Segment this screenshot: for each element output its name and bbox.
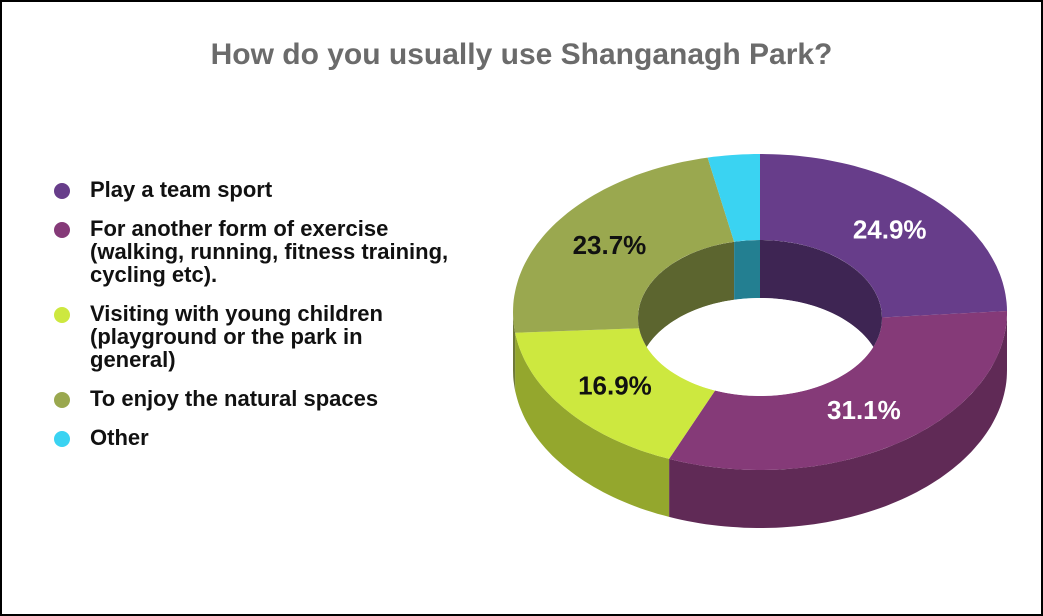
slice-top	[515, 328, 716, 459]
legend-label: Visiting with young children (playground…	[90, 301, 383, 372]
hole-wall	[760, 240, 882, 376]
slice-top	[707, 154, 760, 242]
legend-item: To enjoy the natural spaces	[52, 387, 452, 410]
slice-top	[760, 154, 1007, 318]
legend-item: Visiting with young children (playground…	[52, 302, 452, 371]
data-label: 23.7%	[573, 230, 647, 260]
legend-label: To enjoy the natural spaces	[90, 386, 379, 411]
legend-label: Play a team sport	[90, 177, 273, 202]
legend-item: Play a team sport	[52, 178, 452, 201]
slice-top	[513, 157, 735, 333]
data-label: 24.9%	[853, 214, 927, 244]
legend-swatch	[54, 307, 70, 323]
legend-swatch	[54, 431, 70, 447]
chart-title: How do you usually use Shanganagh Park?	[210, 38, 833, 71]
slice	[760, 154, 1007, 318]
legend-item: For another form of exercise (walking, r…	[52, 217, 452, 286]
slice	[515, 328, 716, 517]
hole	[638, 240, 882, 396]
legend-swatch	[54, 392, 70, 408]
slice-top	[669, 311, 1007, 470]
legend-label: For another form of exercise (walking, r…	[90, 216, 449, 287]
legend-swatch	[54, 222, 70, 238]
slice	[669, 311, 1007, 528]
slice	[513, 157, 735, 391]
slice	[707, 154, 760, 242]
legend-swatch	[54, 183, 70, 199]
data-label: 31.1%	[827, 395, 901, 425]
hole-wall	[638, 241, 735, 376]
hole-floor	[638, 298, 882, 396]
slice-side	[515, 332, 670, 517]
hole-wall	[734, 240, 760, 300]
legend: Play a team sport For another form of exe…	[52, 178, 452, 465]
legend-item: Other	[52, 426, 452, 449]
slice-side	[513, 312, 516, 391]
data-label: 16.9%	[578, 370, 652, 400]
legend-label: Other	[90, 425, 149, 450]
slice-side	[669, 312, 1007, 528]
